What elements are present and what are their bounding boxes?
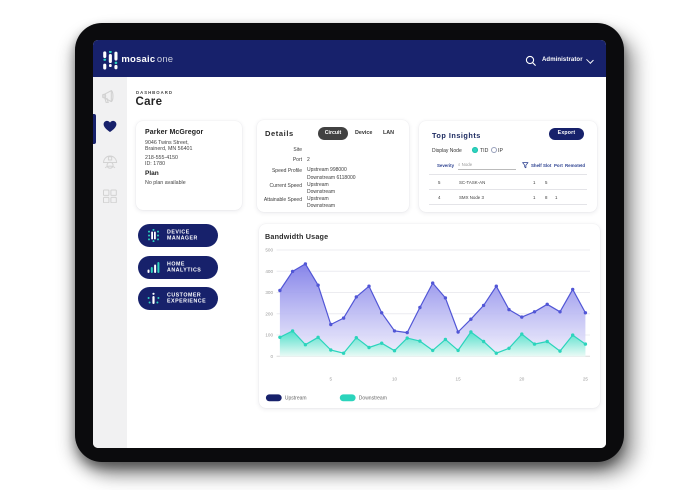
svg-text:300: 300	[265, 290, 273, 295]
svg-text:100: 100	[265, 333, 273, 338]
svg-text:500: 500	[265, 248, 273, 253]
svg-text:25: 25	[583, 377, 589, 382]
svg-text:200: 200	[265, 311, 273, 316]
svg-text:5: 5	[330, 377, 333, 382]
svg-text:15: 15	[456, 377, 462, 382]
svg-text:Downstream: Downstream	[359, 396, 387, 402]
svg-text:400: 400	[265, 269, 273, 274]
svg-text:Upstream: Upstream	[285, 396, 307, 402]
svg-text:10: 10	[392, 377, 398, 382]
svg-text:0: 0	[270, 354, 273, 359]
svg-text:20: 20	[519, 377, 525, 382]
